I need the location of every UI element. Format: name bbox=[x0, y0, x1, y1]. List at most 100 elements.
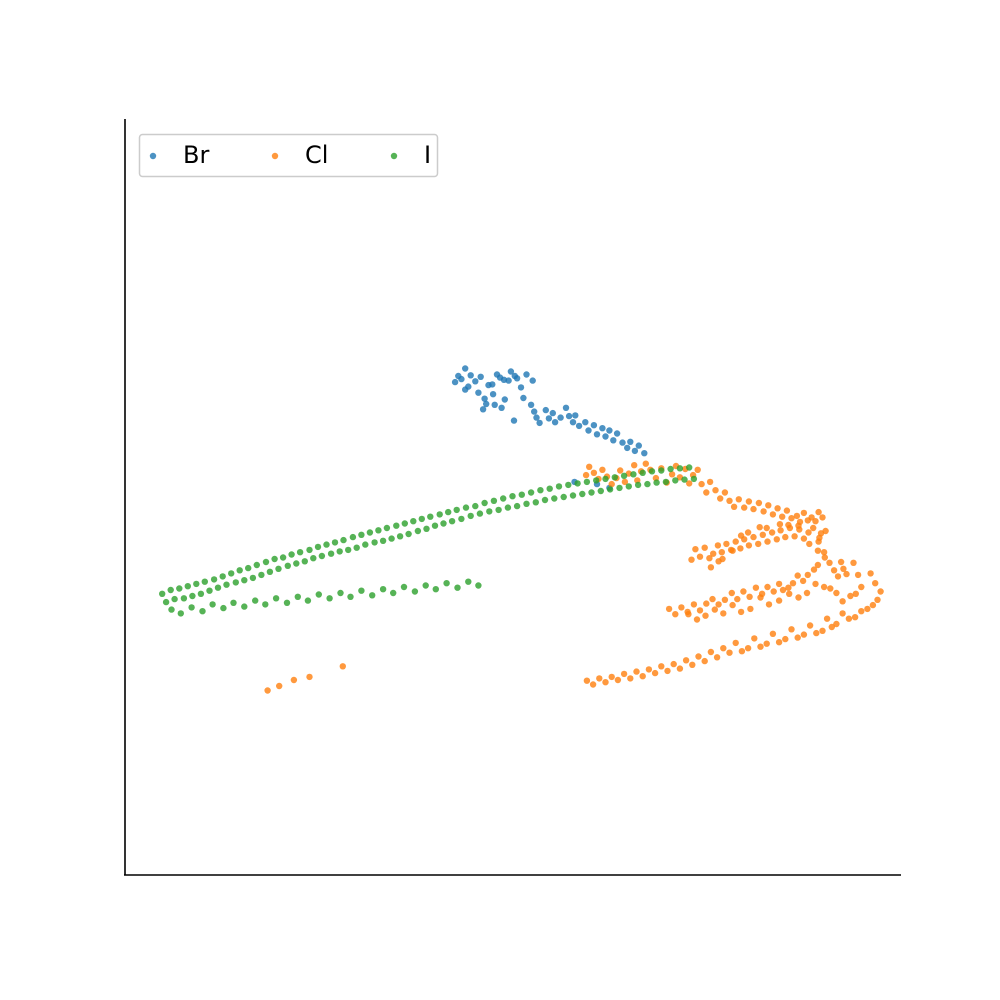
point-cl-81 bbox=[706, 555, 713, 562]
point-cl-107 bbox=[814, 561, 822, 569]
point-cl-127 bbox=[703, 600, 710, 607]
point-cl-108 bbox=[810, 566, 818, 573]
point-cl-88 bbox=[756, 524, 763, 531]
point-cl-86 bbox=[737, 532, 745, 539]
point-cl-97 bbox=[806, 540, 813, 548]
point-cl-179 bbox=[769, 630, 777, 637]
legend-marker-br bbox=[149, 152, 157, 160]
point-cl-143 bbox=[812, 580, 819, 588]
point-cl-166 bbox=[845, 615, 853, 622]
point-br-48 bbox=[593, 431, 601, 438]
point-cl-174 bbox=[800, 631, 808, 638]
point-i-114 bbox=[667, 465, 674, 473]
point-i-96 bbox=[583, 478, 591, 486]
point-cl-171 bbox=[819, 627, 826, 634]
point-i-115 bbox=[672, 477, 679, 484]
point-br-30 bbox=[529, 377, 536, 384]
point-cl-51 bbox=[812, 518, 819, 525]
point-cl-53 bbox=[819, 514, 826, 521]
point-br-44 bbox=[575, 422, 583, 430]
point-cl-121 bbox=[740, 588, 747, 595]
point-cl-146 bbox=[786, 590, 793, 597]
point-cl-46 bbox=[793, 512, 801, 520]
point-i-78 bbox=[500, 495, 507, 502]
point-cl-185 bbox=[732, 639, 739, 647]
point-cl-38 bbox=[755, 499, 763, 507]
point-i-79 bbox=[504, 504, 512, 511]
point-cl-110 bbox=[799, 577, 807, 585]
point-i-112 bbox=[658, 467, 665, 474]
point-cl-131 bbox=[678, 604, 685, 611]
series-i bbox=[159, 464, 698, 617]
point-cl-204 bbox=[614, 676, 622, 684]
point-cl-212 bbox=[290, 676, 298, 684]
point-i-24 bbox=[262, 558, 270, 566]
point-i-121 bbox=[177, 610, 184, 617]
point-i-55 bbox=[396, 533, 404, 540]
point-br-58 bbox=[635, 442, 642, 449]
point-i-111 bbox=[653, 479, 660, 486]
point-i-149 bbox=[475, 582, 482, 589]
point-cl-144 bbox=[803, 589, 811, 597]
point-i-123 bbox=[199, 608, 206, 615]
point-i-109 bbox=[644, 480, 651, 488]
point-i-59 bbox=[414, 527, 422, 535]
point-i-105 bbox=[625, 483, 632, 490]
legend: Br Cl I bbox=[138, 133, 439, 178]
point-i-91 bbox=[560, 493, 567, 501]
point-i-57 bbox=[405, 530, 412, 538]
point-i-142 bbox=[400, 583, 408, 591]
point-br-28 bbox=[520, 394, 527, 402]
point-br-55 bbox=[624, 444, 631, 452]
point-br-14 bbox=[489, 381, 496, 388]
point-cl-64 bbox=[782, 533, 789, 541]
point-i-134 bbox=[315, 591, 322, 598]
point-cl-82 bbox=[701, 544, 708, 551]
point-cl-83 bbox=[696, 553, 704, 560]
point-cl-120 bbox=[746, 593, 753, 600]
point-br-31 bbox=[527, 401, 535, 408]
point-br-33 bbox=[533, 414, 540, 421]
point-br-5 bbox=[465, 383, 472, 390]
point-br-10 bbox=[479, 406, 487, 413]
point-i-0 bbox=[159, 590, 166, 597]
point-cl-210 bbox=[339, 663, 346, 670]
point-i-11 bbox=[206, 587, 213, 594]
legend-marker-i bbox=[390, 152, 398, 160]
point-i-76 bbox=[490, 497, 498, 504]
point-cl-6 bbox=[608, 480, 615, 488]
point-cl-176 bbox=[788, 626, 795, 633]
point-i-101 bbox=[606, 486, 614, 493]
point-i-56 bbox=[401, 520, 408, 527]
point-br-50 bbox=[602, 433, 609, 440]
point-i-92 bbox=[565, 481, 572, 489]
point-i-65 bbox=[440, 520, 447, 527]
point-cl-137 bbox=[852, 590, 859, 597]
point-i-106 bbox=[630, 471, 637, 478]
point-i-100 bbox=[602, 475, 609, 483]
point-cl-150 bbox=[747, 605, 754, 613]
point-i-93 bbox=[569, 492, 577, 499]
point-i-69 bbox=[458, 515, 465, 523]
point-i-7 bbox=[189, 592, 196, 600]
point-br-39 bbox=[557, 414, 564, 421]
point-i-104 bbox=[620, 472, 628, 479]
point-cl-116 bbox=[770, 588, 777, 595]
point-i-124 bbox=[209, 601, 216, 608]
point-cl-200 bbox=[639, 673, 646, 680]
point-i-126 bbox=[230, 599, 237, 606]
point-cl-36 bbox=[745, 498, 753, 505]
point-cl-152 bbox=[729, 601, 736, 609]
point-i-82 bbox=[518, 491, 525, 498]
point-cl-102 bbox=[843, 570, 850, 578]
point-br-41 bbox=[565, 412, 573, 420]
point-i-25 bbox=[266, 568, 274, 575]
point-cl-190 bbox=[701, 657, 708, 665]
legend-label-br: Br bbox=[183, 141, 209, 169]
point-i-26 bbox=[271, 555, 278, 563]
point-i-12 bbox=[210, 576, 218, 583]
point-cl-42 bbox=[774, 505, 781, 512]
point-cl-33 bbox=[730, 503, 738, 510]
point-i-1 bbox=[162, 598, 170, 606]
point-i-43 bbox=[345, 546, 352, 554]
